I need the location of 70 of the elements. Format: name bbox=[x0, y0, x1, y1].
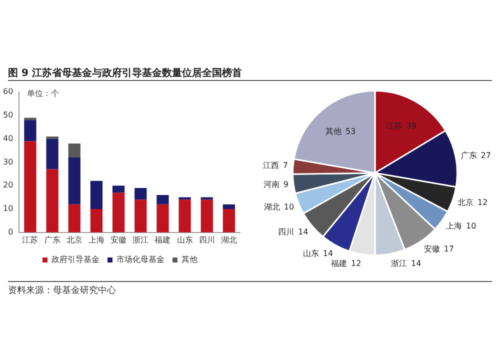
bar bbox=[222, 209, 236, 232]
slice-label: 安徽 bbox=[424, 244, 440, 254]
x-tick-label: 广东 bbox=[44, 235, 60, 244]
x-tick-label: 安徽 bbox=[110, 235, 127, 244]
bar bbox=[24, 120, 36, 142]
slice-label: 浙江 bbox=[391, 258, 408, 268]
bar bbox=[178, 200, 191, 232]
y-tick-label: 30 bbox=[2, 157, 14, 166]
slice-label: 山东 bbox=[302, 248, 319, 258]
slice-label: 江西 bbox=[262, 160, 279, 170]
x-tick-label: 上海 bbox=[88, 235, 104, 244]
bar bbox=[134, 200, 147, 232]
bar bbox=[46, 136, 58, 139]
x-tick-label: 湖北 bbox=[220, 235, 237, 244]
data-label: 7 bbox=[282, 160, 288, 170]
x-tick-label: 江苏 bbox=[22, 235, 38, 244]
x-tick-label: 北京 bbox=[66, 235, 82, 244]
data-label: 39 bbox=[406, 122, 416, 131]
data-label: 10 bbox=[466, 222, 476, 231]
x-tick-label: 四川 bbox=[198, 235, 215, 244]
bar bbox=[90, 180, 103, 209]
bar bbox=[134, 188, 147, 200]
y-tick-label: 10 bbox=[2, 204, 14, 214]
legend-label: 其他 bbox=[182, 255, 198, 264]
y-tick-label: 60 bbox=[2, 87, 14, 96]
data-label: 12 bbox=[478, 198, 488, 207]
slice-label: 北京 bbox=[458, 198, 474, 207]
data-label: 17 bbox=[444, 244, 454, 254]
data-label: 14 bbox=[411, 258, 422, 268]
slice-label: 其他 bbox=[325, 127, 342, 136]
y-tick-label: 0 bbox=[8, 227, 14, 236]
y-tick-label: 20 bbox=[2, 180, 14, 190]
bar bbox=[156, 204, 169, 232]
x-tick-label: 福建 bbox=[154, 235, 171, 244]
x-tick-label: 浙江 bbox=[132, 235, 149, 244]
chart-title: 图 9 江苏省母基金与政府引导基金数量位居全国榜首 bbox=[8, 66, 242, 80]
slice-label: 广东 bbox=[460, 151, 477, 160]
bar bbox=[90, 209, 103, 232]
data-label: 27 bbox=[480, 151, 491, 160]
x-tick-label: 山东 bbox=[176, 235, 193, 244]
data-label: 14 bbox=[322, 248, 334, 258]
data-label: 9 bbox=[283, 180, 289, 190]
bar bbox=[24, 118, 36, 120]
slice-label: 四川 bbox=[278, 227, 294, 236]
slice-label: 福建 bbox=[331, 259, 348, 268]
legend-label: 政府引导基金 bbox=[52, 255, 100, 264]
data-label: 14 bbox=[298, 227, 308, 236]
data-label: 10 bbox=[284, 202, 294, 212]
slice-label: 湖北 bbox=[264, 202, 280, 212]
slice-label: 河南 bbox=[263, 180, 280, 190]
data-label: 53 bbox=[345, 127, 356, 136]
bar bbox=[68, 143, 80, 158]
slice-label: 上海 bbox=[446, 222, 462, 231]
y-tick-label: 50 bbox=[2, 110, 14, 120]
bar bbox=[222, 204, 236, 209]
slice-label: 江苏 bbox=[386, 122, 402, 131]
bar bbox=[156, 194, 169, 204]
y-axis-title: 单位：个 bbox=[27, 89, 60, 98]
data-label: 12 bbox=[351, 259, 362, 268]
bar bbox=[46, 169, 58, 232]
bar bbox=[68, 158, 80, 204]
text: 资料来源：母基金研究中心 bbox=[8, 284, 116, 297]
bar bbox=[112, 186, 125, 193]
bar bbox=[112, 192, 125, 232]
legend-label: 市场化母基金 bbox=[116, 255, 164, 264]
bar bbox=[68, 204, 80, 232]
bar bbox=[46, 138, 58, 170]
bar bbox=[24, 141, 36, 232]
y-tick-label: 40 bbox=[2, 134, 14, 143]
bar bbox=[200, 200, 213, 232]
